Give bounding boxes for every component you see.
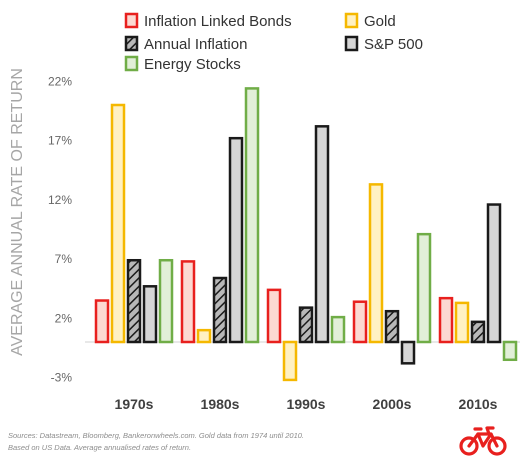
y-axis-title: AVERAGE ANNUAL RATE OF RETURN <box>9 68 26 356</box>
legend-label: Gold <box>364 13 396 30</box>
y-tick-label: 7% <box>55 252 73 266</box>
bar-gold-1990s <box>282 340 298 382</box>
y-tick-label: 17% <box>48 134 72 148</box>
legend-label: Annual Inflation <box>144 36 247 53</box>
legend-label: Inflation Linked Bonds <box>144 13 292 30</box>
bar-gold-1970s <box>110 103 126 344</box>
bar-inflation-linked-bonds-1980s <box>180 260 196 344</box>
y-axis-ticks: 22% 17% 12% 7% 2% -3% <box>48 74 72 384</box>
legend-label: Energy Stocks <box>144 56 241 73</box>
legend-swatch <box>124 35 139 52</box>
bicycle-icon <box>459 426 507 456</box>
bar-energy-stocks-2010s <box>502 340 518 362</box>
bar-annual-inflation-1980s <box>212 276 228 344</box>
y-tick-label: 2% <box>55 311 73 325</box>
bars <box>94 87 518 382</box>
bar-s-p-500-1980s <box>228 136 244 344</box>
y-tick-label: 22% <box>48 74 72 88</box>
bar-gold-2010s <box>454 301 470 344</box>
legend-swatch <box>344 12 359 29</box>
legend-label: S&P 500 <box>364 36 423 53</box>
legend-swatch <box>344 35 359 52</box>
bar-energy-stocks-1970s <box>158 258 174 344</box>
bar-annual-inflation-1990s <box>298 306 314 344</box>
bar-s-p-500-2010s <box>486 203 502 344</box>
x-category-label: 1970s <box>115 396 154 412</box>
bar-s-p-500-1990s <box>314 125 330 344</box>
y-tick-label: 12% <box>48 193 72 207</box>
x-category-label: 2010s <box>459 396 498 412</box>
bar-gold-1980s <box>196 328 212 344</box>
bar-energy-stocks-2000s <box>416 232 432 344</box>
bar-annual-inflation-2010s <box>470 320 486 344</box>
legend-swatch <box>124 12 139 29</box>
legend: Inflation Linked Bonds Gold Annual Inflati… <box>124 12 423 73</box>
bar-inflation-linked-bonds-2010s <box>438 296 454 344</box>
y-tick-label: -3% <box>51 371 73 385</box>
footnote-basis: Based on US Data. Average annualised rat… <box>8 443 192 452</box>
bar-inflation-linked-bonds-1970s <box>94 299 110 344</box>
footnote-sources: Sources: Datastream, Bloomberg, Bankeron… <box>8 431 304 440</box>
bar-inflation-linked-bonds-1990s <box>266 288 282 344</box>
x-category-label: 1990s <box>287 396 326 412</box>
x-category-label: 1980s <box>201 396 240 412</box>
legend-swatch <box>124 55 139 72</box>
bar-s-p-500-1970s <box>142 285 158 344</box>
bar-annual-inflation-2000s <box>384 309 400 344</box>
bar-annual-inflation-1970s <box>126 258 142 344</box>
bar-energy-stocks-1980s <box>244 87 260 344</box>
x-axis-categories: 1970s 1980s 1990s 2000s 2010s <box>115 396 498 412</box>
bar-gold-2000s <box>368 183 384 344</box>
bar-energy-stocks-1990s <box>330 315 346 344</box>
x-category-label: 2000s <box>373 396 412 412</box>
bar-s-p-500-2000s <box>400 340 416 365</box>
bar-inflation-linked-bonds-2000s <box>352 300 368 344</box>
